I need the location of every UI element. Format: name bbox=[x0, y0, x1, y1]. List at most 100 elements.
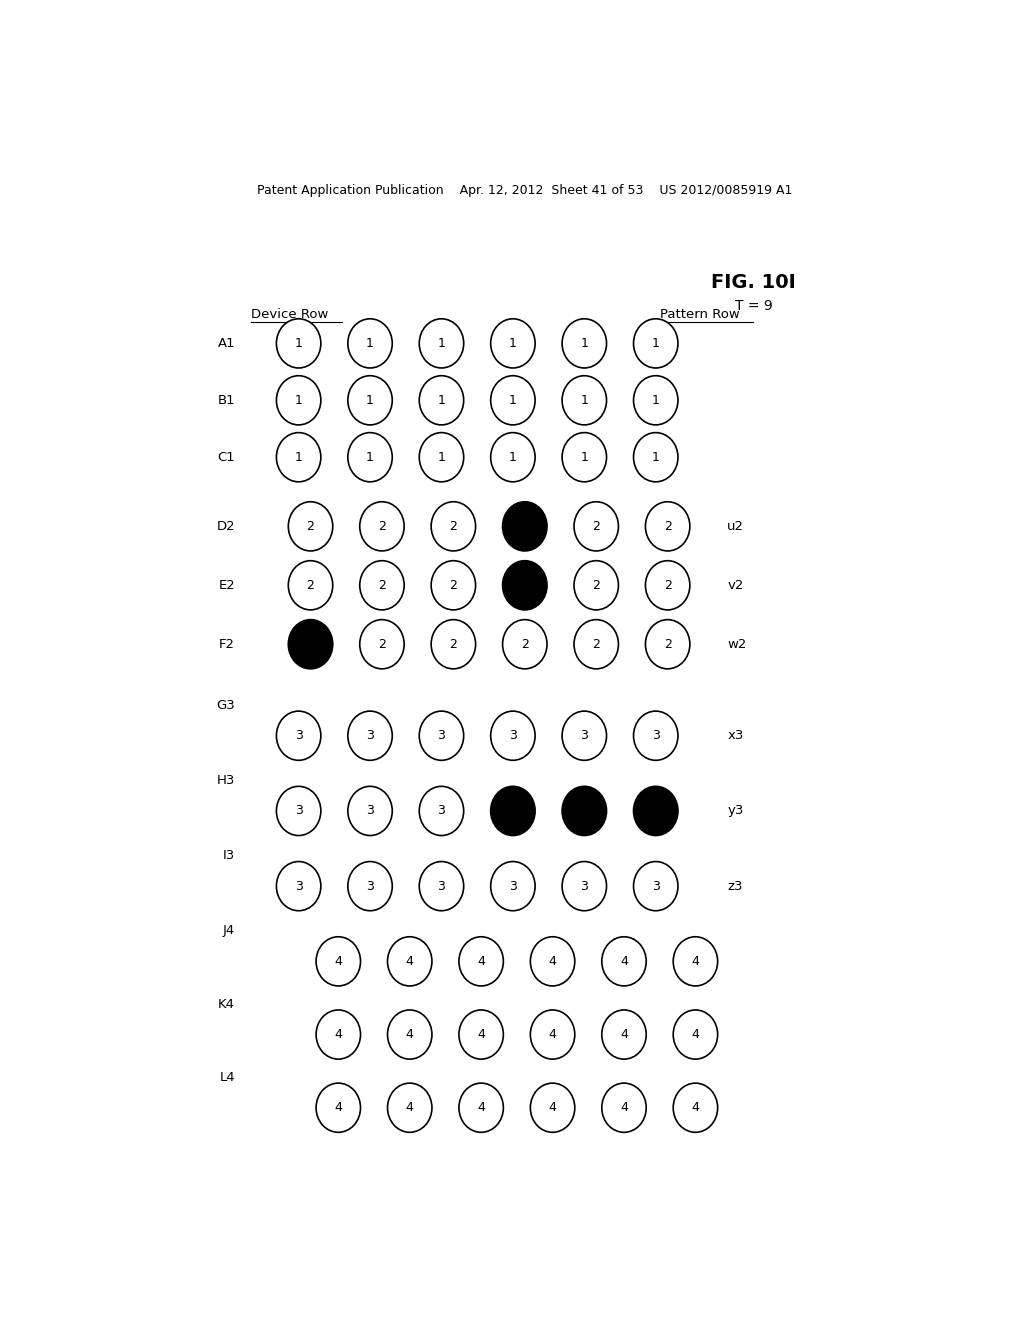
Text: 2: 2 bbox=[450, 638, 458, 651]
Text: FIG. 10I: FIG. 10I bbox=[712, 273, 796, 292]
Ellipse shape bbox=[490, 433, 536, 482]
Text: 3: 3 bbox=[581, 729, 588, 742]
Ellipse shape bbox=[634, 319, 678, 368]
Text: 4: 4 bbox=[335, 1101, 342, 1114]
Ellipse shape bbox=[348, 433, 392, 482]
Ellipse shape bbox=[503, 561, 547, 610]
Ellipse shape bbox=[503, 502, 547, 550]
Text: 1: 1 bbox=[367, 450, 374, 463]
Ellipse shape bbox=[562, 862, 606, 911]
Ellipse shape bbox=[276, 319, 321, 368]
Ellipse shape bbox=[634, 711, 678, 760]
Ellipse shape bbox=[431, 561, 475, 610]
Text: 1: 1 bbox=[509, 337, 517, 350]
Text: 2: 2 bbox=[450, 520, 458, 533]
Text: 4: 4 bbox=[691, 1028, 699, 1041]
Ellipse shape bbox=[276, 862, 321, 911]
Text: 3: 3 bbox=[652, 729, 659, 742]
Text: 3: 3 bbox=[509, 879, 517, 892]
Text: F2: F2 bbox=[219, 638, 236, 651]
Ellipse shape bbox=[645, 502, 690, 550]
Text: A1: A1 bbox=[217, 337, 236, 350]
Text: 3: 3 bbox=[295, 729, 302, 742]
Text: 1: 1 bbox=[652, 450, 659, 463]
Text: E2: E2 bbox=[218, 578, 236, 591]
Text: 3: 3 bbox=[509, 729, 517, 742]
Text: 1: 1 bbox=[295, 393, 302, 407]
Text: 1: 1 bbox=[581, 393, 588, 407]
Text: v2: v2 bbox=[727, 578, 743, 591]
Ellipse shape bbox=[673, 1084, 718, 1133]
Ellipse shape bbox=[562, 433, 606, 482]
Ellipse shape bbox=[574, 619, 618, 669]
Ellipse shape bbox=[645, 619, 690, 669]
Text: 1: 1 bbox=[509, 450, 517, 463]
Text: 1: 1 bbox=[437, 337, 445, 350]
Text: 1: 1 bbox=[437, 450, 445, 463]
Ellipse shape bbox=[387, 1084, 432, 1133]
Text: w2: w2 bbox=[727, 638, 746, 651]
Text: Device Row: Device Row bbox=[251, 308, 329, 321]
Ellipse shape bbox=[431, 619, 475, 669]
Text: 2: 2 bbox=[450, 578, 458, 591]
Ellipse shape bbox=[490, 376, 536, 425]
Text: 4: 4 bbox=[406, 1028, 414, 1041]
Ellipse shape bbox=[634, 787, 678, 836]
Ellipse shape bbox=[276, 711, 321, 760]
Text: 2: 2 bbox=[664, 578, 672, 591]
Ellipse shape bbox=[348, 787, 392, 836]
Ellipse shape bbox=[276, 787, 321, 836]
Ellipse shape bbox=[459, 937, 504, 986]
Ellipse shape bbox=[634, 433, 678, 482]
Text: 4: 4 bbox=[621, 1028, 628, 1041]
Ellipse shape bbox=[387, 937, 432, 986]
Ellipse shape bbox=[419, 711, 464, 760]
Ellipse shape bbox=[530, 937, 574, 986]
Text: 3: 3 bbox=[367, 729, 374, 742]
Text: 1: 1 bbox=[581, 450, 588, 463]
Text: 4: 4 bbox=[691, 954, 699, 968]
Ellipse shape bbox=[459, 1010, 504, 1059]
Text: 1: 1 bbox=[509, 393, 517, 407]
Text: 3: 3 bbox=[367, 804, 374, 817]
Ellipse shape bbox=[419, 787, 464, 836]
Ellipse shape bbox=[289, 619, 333, 669]
Text: 4: 4 bbox=[477, 1101, 485, 1114]
Text: 4: 4 bbox=[549, 954, 556, 968]
Ellipse shape bbox=[316, 1010, 360, 1059]
Ellipse shape bbox=[490, 711, 536, 760]
Ellipse shape bbox=[348, 862, 392, 911]
Text: 3: 3 bbox=[652, 879, 659, 892]
Text: 2: 2 bbox=[664, 638, 672, 651]
Text: u2: u2 bbox=[727, 520, 744, 533]
Text: B1: B1 bbox=[217, 393, 236, 407]
Text: 2: 2 bbox=[592, 520, 600, 533]
Ellipse shape bbox=[490, 862, 536, 911]
Text: 4: 4 bbox=[477, 954, 485, 968]
Text: 4: 4 bbox=[621, 1101, 628, 1114]
Text: 4: 4 bbox=[335, 1028, 342, 1041]
Text: I3: I3 bbox=[223, 849, 236, 862]
Text: 4: 4 bbox=[621, 954, 628, 968]
Text: 4: 4 bbox=[335, 954, 342, 968]
Ellipse shape bbox=[419, 376, 464, 425]
Ellipse shape bbox=[359, 561, 404, 610]
Text: 3: 3 bbox=[295, 804, 302, 817]
Text: 2: 2 bbox=[592, 638, 600, 651]
Text: 2: 2 bbox=[521, 638, 528, 651]
Text: 3: 3 bbox=[295, 879, 302, 892]
Ellipse shape bbox=[562, 711, 606, 760]
Text: K4: K4 bbox=[218, 998, 236, 1011]
Text: y3: y3 bbox=[727, 804, 743, 817]
Text: J4: J4 bbox=[223, 924, 236, 937]
Text: 4: 4 bbox=[549, 1028, 556, 1041]
Text: 1: 1 bbox=[295, 450, 302, 463]
Text: 2: 2 bbox=[378, 578, 386, 591]
Text: H3: H3 bbox=[217, 774, 236, 787]
Ellipse shape bbox=[490, 319, 536, 368]
Ellipse shape bbox=[530, 1084, 574, 1133]
Ellipse shape bbox=[348, 376, 392, 425]
Ellipse shape bbox=[602, 1010, 646, 1059]
Ellipse shape bbox=[634, 862, 678, 911]
Ellipse shape bbox=[289, 502, 333, 550]
